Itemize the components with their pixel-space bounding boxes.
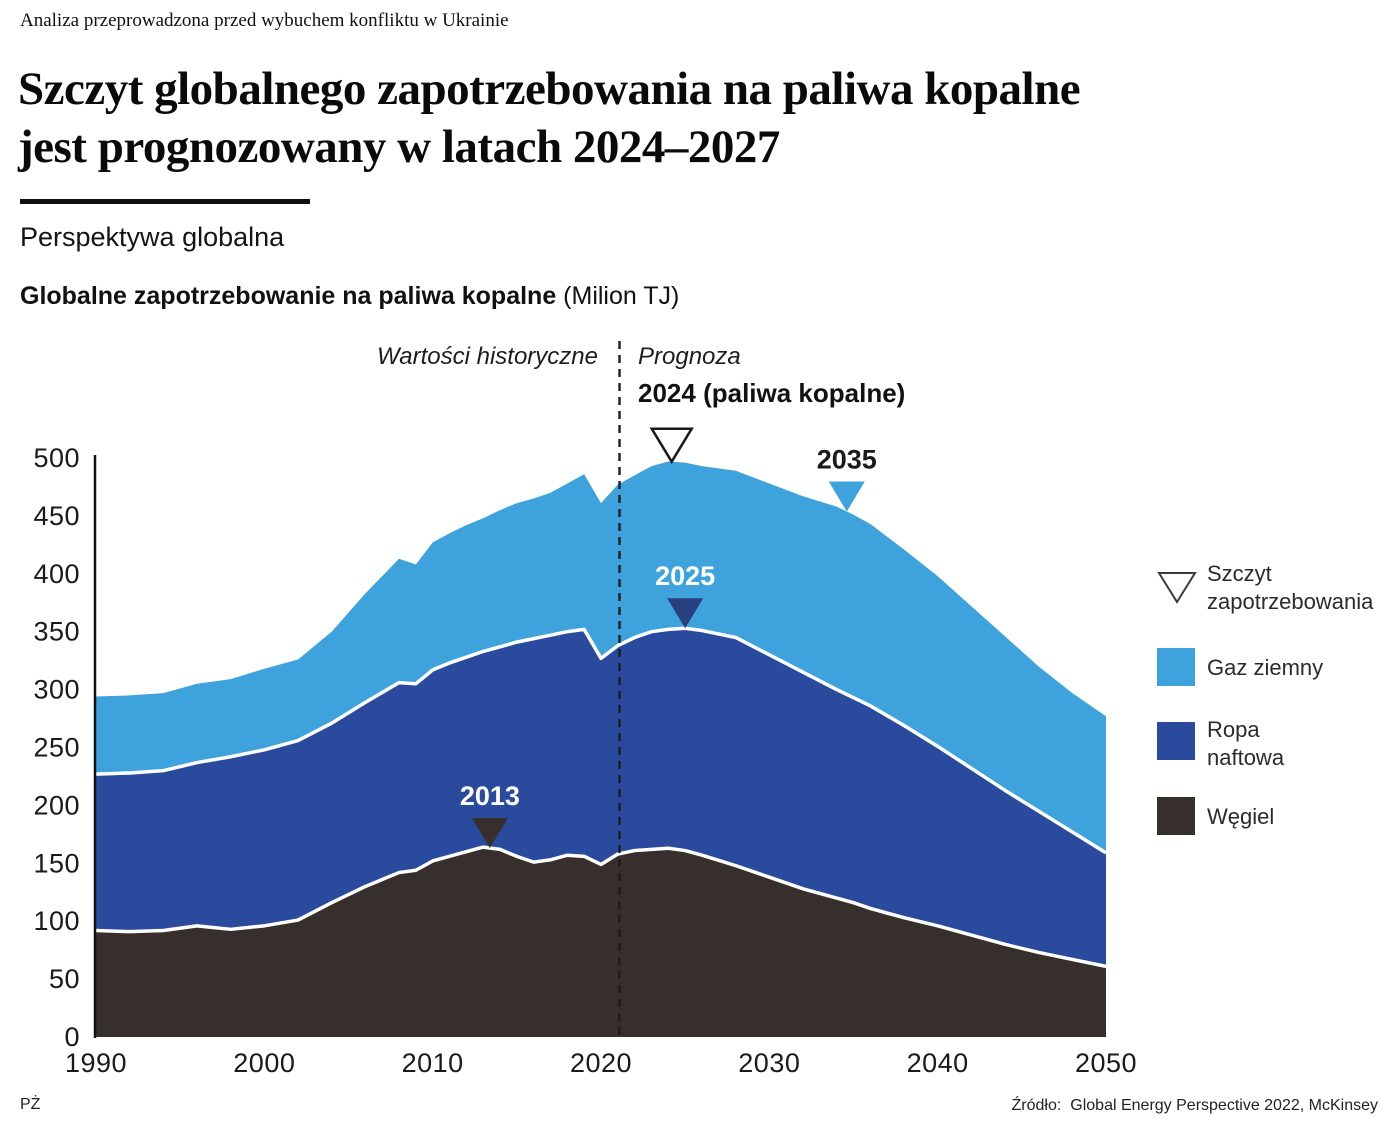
source-text: Global Energy Perspective 2022, McKinsey: [1070, 1097, 1378, 1114]
legend-label-wegiel: Węgiel: [1207, 804, 1275, 829]
annotation-historical: Wartości historyczne: [377, 343, 598, 370]
legend-swatch-ropa-naftowa: [1157, 722, 1195, 760]
separator-ropa-top: [95, 626, 1107, 855]
source-line: Źródło: Global Energy Perspective 2022, M…: [1011, 1097, 1378, 1115]
legend-swatch-gaz-ziemny: [1157, 648, 1195, 686]
y-tick-150: 150: [33, 848, 80, 878]
x-tick-2000: 2000: [233, 1048, 295, 1078]
legend-swatch-wegiel: [1157, 797, 1195, 835]
x-tick-2040: 2040: [907, 1048, 969, 1078]
annotation-forecast-peak: 2024 (paliwa kopalne): [638, 378, 906, 408]
y-tick-0: 0: [64, 1022, 80, 1052]
legend-label-ropa-naftowa: Ropa naftowa: [1207, 717, 1285, 770]
separator-wegiel-top: [95, 845, 1107, 969]
marker-label-peak-gas-2035: 2035: [817, 444, 877, 474]
annotation-forecast: Prognoza: [638, 343, 741, 370]
subtitle: Perspektywa globalna: [20, 222, 285, 252]
chart-heading-text: Globalne zapotrzebowanie na paliwa kopal…: [20, 282, 557, 310]
source-label: Źródło:: [1011, 1097, 1062, 1114]
y-tick-450: 450: [33, 501, 80, 531]
title-underline-rule: [20, 199, 310, 204]
legend-label-gaz-ziemny: Gaz ziemny: [1207, 655, 1324, 680]
page-title-line1: Szczyt globalnego zapotrzebowania na pal…: [18, 63, 1081, 115]
page-title-line2: jest prognozowany w latach 2024–2027: [18, 121, 780, 173]
marker-peak-gas-2035: [828, 481, 865, 512]
kicker-note: Analiza przeprowadzona przed wybuchem ko…: [20, 10, 509, 31]
y-tick-350: 350: [33, 617, 80, 647]
y-tick-100: 100: [33, 906, 80, 936]
x-tick-1990: 1990: [65, 1048, 127, 1078]
marker-label-peak-oil-2025: 2025: [655, 561, 715, 591]
legend-label-peak: Szczyt zapotrzebowania: [1207, 561, 1374, 614]
x-tick-2020: 2020: [570, 1048, 632, 1078]
y-tick-400: 400: [33, 559, 80, 589]
x-tick-2050: 2050: [1075, 1048, 1137, 1078]
y-tick-50: 50: [49, 964, 80, 994]
marker-peak-total-2024: [649, 427, 694, 465]
footer-initials: PŻ: [20, 1096, 41, 1113]
chart-heading: Globalne zapotrzebowanie na paliwa kopal…: [20, 282, 679, 311]
x-tick-2030: 2030: [738, 1048, 800, 1078]
x-tick-2010: 2010: [402, 1048, 464, 1078]
page-title: Szczyt globalnego zapotrzebowania na pal…: [18, 60, 1081, 176]
marker-peak-oil-2025: [667, 598, 704, 629]
marker-label-peak-coal-2013: 2013: [460, 781, 520, 811]
y-tick-250: 250: [33, 733, 80, 763]
chart-heading-unit: (Milion TJ): [556, 282, 680, 310]
peak-triangle-icon: [1157, 572, 1197, 604]
marker-peak-coal-2013: [471, 818, 508, 849]
y-tick-200: 200: [33, 790, 80, 820]
y-tick-500: 500: [33, 443, 80, 473]
y-tick-300: 300: [33, 675, 80, 705]
